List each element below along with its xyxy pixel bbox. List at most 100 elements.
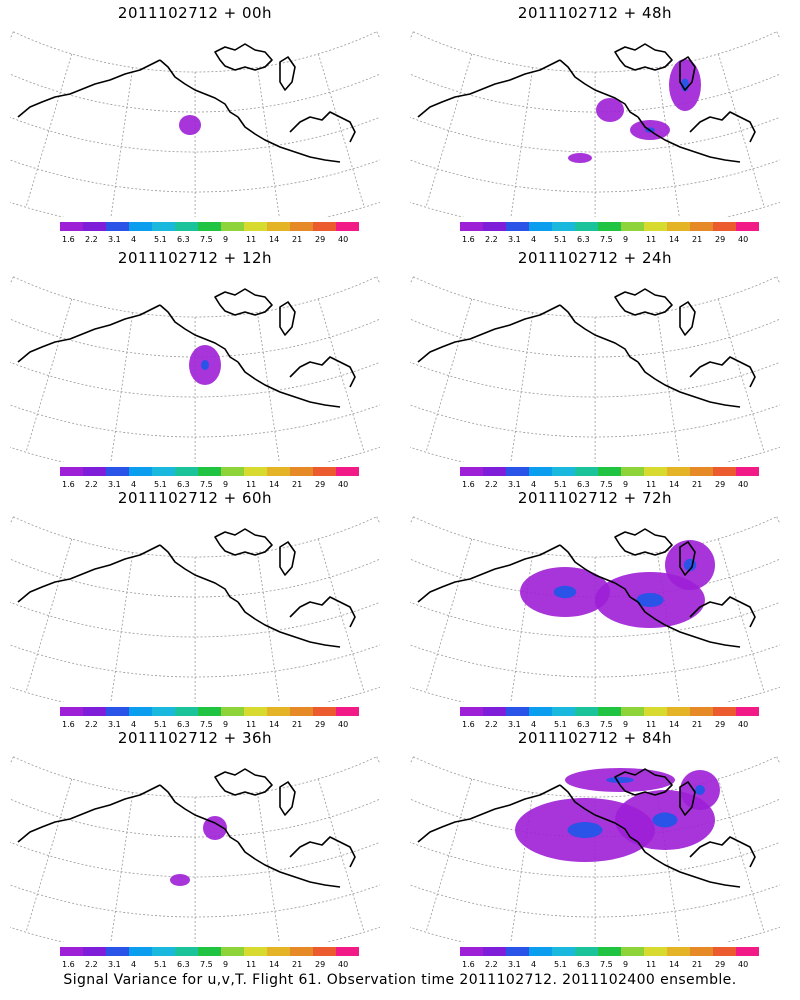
colorbar-label: 6.3 bbox=[177, 720, 190, 729]
meridian-line bbox=[776, 516, 780, 525]
colorbar-swatch bbox=[129, 467, 152, 476]
coastline bbox=[689, 836, 756, 868]
parallel-line bbox=[10, 201, 380, 217]
parallel-line bbox=[10, 841, 380, 878]
coastline bbox=[159, 304, 239, 363]
colorbar-label: 6.3 bbox=[577, 720, 590, 729]
colorbar-swatch bbox=[175, 707, 198, 716]
parallel-line bbox=[13, 756, 377, 798]
colorbar-swatch bbox=[313, 467, 336, 476]
colorbar-label: 2.2 bbox=[85, 235, 98, 244]
colorbar-label: 29 bbox=[315, 480, 325, 489]
colorbar-swatch bbox=[336, 707, 359, 716]
colorbar-swatch bbox=[60, 222, 83, 231]
colorbar-label: 21 bbox=[692, 235, 702, 244]
colorbar-label: 21 bbox=[292, 480, 302, 489]
colorbar-label: 21 bbox=[692, 720, 702, 729]
colorbar-swatch bbox=[552, 947, 575, 956]
colorbar-swatch bbox=[129, 222, 152, 231]
colorbar-label: 11 bbox=[246, 235, 256, 244]
colorbar: 1.6 2.2 3.1 4 5.1 6.3 7.5 9 11 14 21 29 40 bbox=[460, 707, 759, 729]
colorbar-swatch bbox=[175, 947, 198, 956]
parallel-line bbox=[410, 404, 780, 438]
colorbar-swatch bbox=[529, 707, 552, 716]
coastline bbox=[214, 288, 273, 316]
colorbar-swatch bbox=[175, 222, 198, 231]
parallel-line bbox=[410, 686, 780, 702]
parallel-line bbox=[10, 446, 380, 462]
coastline bbox=[279, 781, 296, 816]
colorbar-swatch bbox=[83, 467, 106, 476]
colorbar-label: 6.3 bbox=[177, 960, 190, 969]
panel-title: 2011102712 + 00h bbox=[117, 4, 273, 22]
colorbar-label: 5.1 bbox=[154, 960, 167, 969]
colorbar-swatch bbox=[529, 947, 552, 956]
colorbar-swatch bbox=[713, 467, 736, 476]
colorbar-label: 29 bbox=[715, 235, 725, 244]
colorbar-swatch bbox=[598, 467, 621, 476]
colorbar-swatch bbox=[83, 222, 106, 231]
parallel-line bbox=[413, 756, 777, 798]
colorbar-swatch bbox=[736, 707, 759, 716]
colorbar-swatch bbox=[690, 947, 713, 956]
parallel-line bbox=[410, 926, 780, 942]
parallel-line bbox=[13, 276, 377, 318]
colorbar-swatch bbox=[736, 467, 759, 476]
parallel-line bbox=[10, 686, 380, 702]
coastline bbox=[214, 528, 273, 556]
meridian-line bbox=[776, 756, 780, 765]
colorbar-swatch bbox=[460, 707, 483, 716]
colorbar-swatch bbox=[60, 707, 83, 716]
colorbar-label: 3.1 bbox=[508, 960, 521, 969]
colorbar-swatch bbox=[713, 947, 736, 956]
colorbar-label: 3.1 bbox=[508, 480, 521, 489]
meridian-line bbox=[425, 53, 473, 208]
colorbar-swatch bbox=[667, 467, 690, 476]
colorbar-swatch bbox=[506, 467, 529, 476]
colorbar-swatch bbox=[621, 707, 644, 716]
colorbar-swatch bbox=[460, 467, 483, 476]
parallel-line bbox=[13, 516, 377, 558]
meridian-line bbox=[317, 538, 365, 693]
panel-title: 2011102712 + 48h bbox=[517, 4, 673, 22]
colorbar-swatch bbox=[575, 947, 598, 956]
colorbar-label: 40 bbox=[738, 235, 748, 244]
colorbar-swatch bbox=[106, 707, 129, 716]
colorbar-label: 29 bbox=[715, 480, 725, 489]
map-panel: 2011102712 + 36h 1.6 2.2 3.1 4 5.1 6.3 7.5 9 11 14… bbox=[0, 725, 390, 970]
parallel-line bbox=[13, 31, 377, 73]
colorbar-swatch bbox=[575, 467, 598, 476]
colorbar-swatch bbox=[483, 947, 506, 956]
colorbar-label: 29 bbox=[315, 235, 325, 244]
parallel-line bbox=[410, 361, 780, 398]
parallel-line bbox=[410, 201, 780, 217]
map-panel: 2011102712 + 12h 1.6 2.2 3.1 4 5.1 6.3 7.5 9 11 14… bbox=[0, 245, 390, 490]
colorbar-swatch bbox=[83, 947, 106, 956]
colorbar-label: 9 bbox=[623, 960, 628, 969]
colorbar-label: 21 bbox=[692, 960, 702, 969]
colorbar-label: 7.5 bbox=[600, 960, 613, 969]
coastline bbox=[637, 361, 741, 408]
colorbar-label: 21 bbox=[292, 235, 302, 244]
meridian-line bbox=[25, 778, 73, 933]
meridian-line bbox=[110, 312, 134, 462]
colorbar-label: 4 bbox=[131, 960, 136, 969]
map-panel: 2011102712 + 72h 1.6 2.2 3.1 4 5.1 6.3 7.5 9 11 14… bbox=[400, 485, 790, 730]
colorbar-swatch bbox=[336, 222, 359, 231]
colorbar-swatch bbox=[313, 222, 336, 231]
colorbar-swatch bbox=[152, 947, 175, 956]
colorbar-swatch bbox=[598, 222, 621, 231]
colorbar-label: 2.2 bbox=[485, 235, 498, 244]
colorbar-label: 11 bbox=[246, 480, 256, 489]
meridian-line bbox=[110, 67, 134, 217]
colorbar-label: 11 bbox=[646, 960, 656, 969]
meridian-line bbox=[10, 756, 14, 766]
meridian-line bbox=[317, 53, 365, 208]
variance-contour-high bbox=[201, 360, 209, 370]
colorbar-label: 6.3 bbox=[177, 480, 190, 489]
colorbar-label: 29 bbox=[315, 960, 325, 969]
colorbar-label: 7.5 bbox=[600, 480, 613, 489]
meridian-line bbox=[717, 538, 765, 693]
map-canvas bbox=[410, 756, 780, 942]
colorbar-label: 29 bbox=[715, 960, 725, 969]
